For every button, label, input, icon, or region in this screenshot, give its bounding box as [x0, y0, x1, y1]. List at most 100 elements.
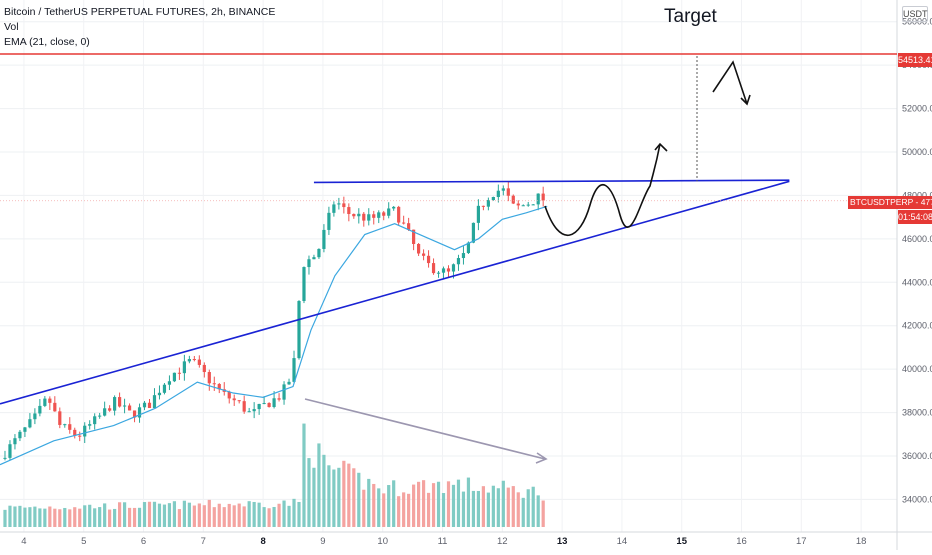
volume-bar	[307, 458, 311, 527]
x-tick-label: 18	[856, 536, 867, 547]
volume-bar	[536, 495, 540, 527]
candle-body	[162, 384, 167, 393]
candle-body	[466, 242, 471, 254]
volume-bar	[436, 481, 441, 527]
candle-body	[347, 207, 351, 215]
volume-bar	[481, 486, 485, 527]
candle-body	[451, 264, 456, 272]
volume-bar	[402, 492, 406, 527]
candle-body	[436, 272, 441, 274]
x-tick-label: 6	[141, 536, 146, 547]
volume-bar	[441, 493, 446, 527]
volume-bar	[287, 505, 291, 527]
y-tick-label: 40000.00	[902, 364, 932, 374]
volume-bar	[33, 506, 37, 527]
volume-bar	[63, 507, 67, 527]
y-tick-label: 46000.00	[902, 234, 932, 244]
volume-bar	[113, 508, 117, 527]
target-path	[712, 60, 748, 105]
target-annotation: Target	[664, 6, 717, 27]
y-tick-label: 36000.00	[902, 451, 932, 461]
price-unit-label[interactable]: USDT	[902, 6, 928, 22]
candle-body	[426, 255, 431, 264]
volume-bar	[471, 490, 476, 527]
candle-body	[93, 416, 97, 425]
candle-body	[501, 188, 505, 191]
candle-body	[113, 397, 117, 411]
volume-bar	[227, 503, 231, 527]
volume-bar	[182, 500, 186, 527]
x-tick-label: 14	[617, 536, 628, 547]
volume-bar	[426, 492, 431, 527]
candle-body	[476, 205, 480, 223]
volume-bar	[177, 509, 181, 527]
volume-bar	[257, 502, 261, 527]
volume-bar	[207, 499, 211, 527]
candle-body	[252, 409, 256, 412]
support-trendline	[0, 180, 790, 405]
volume-bar	[392, 480, 396, 527]
x-tick-label: 11	[438, 536, 448, 547]
candle-body	[8, 444, 12, 458]
candle-body	[392, 206, 396, 209]
candle-body	[357, 213, 361, 217]
volume-bar	[337, 467, 341, 527]
volume-bar	[446, 481, 451, 527]
volume-bar	[347, 463, 351, 527]
volume-bar	[302, 423, 306, 527]
candle-body	[297, 301, 301, 359]
target-price-tag: 54513.41	[898, 53, 932, 67]
countdown-tag: 01:54:08	[898, 210, 932, 224]
volume-bar	[192, 505, 196, 527]
candle-body	[28, 419, 32, 428]
candle-body	[516, 203, 520, 206]
candle-body	[38, 405, 42, 414]
volume-bar	[317, 443, 321, 527]
ema-legend: EMA (21, close, 0)	[4, 36, 90, 48]
x-tick-label: 13	[557, 536, 568, 547]
volume-bar	[93, 508, 97, 527]
projected-arrowhead	[654, 142, 668, 152]
candle-body	[237, 400, 241, 402]
candle-body	[192, 359, 196, 361]
candle-body	[267, 403, 271, 407]
chart-title: Bitcoin / TetherUS PERPETUAL FUTURES, 2h…	[4, 6, 276, 18]
volume-bar	[73, 507, 77, 527]
candle-body	[317, 248, 321, 258]
volume-bar	[272, 506, 276, 527]
volume-bar	[297, 501, 301, 527]
volume-bar	[451, 484, 456, 527]
candle-body	[83, 425, 87, 437]
candle-body	[118, 397, 122, 407]
x-tick-label: 7	[201, 536, 206, 547]
x-tick-label: 9	[320, 536, 325, 547]
candle-body	[277, 398, 281, 400]
candle-body	[232, 398, 236, 401]
candle-body	[292, 358, 296, 382]
candle-body	[461, 253, 466, 259]
candle-body	[187, 359, 191, 362]
volume-bar	[362, 489, 366, 527]
candle-body	[3, 457, 7, 459]
resistance-trendline	[313, 179, 790, 184]
volume-bar	[247, 501, 251, 527]
volume-bar	[98, 507, 102, 527]
volume-bar	[491, 485, 495, 527]
candle-body	[456, 258, 461, 265]
candle-body	[407, 223, 411, 230]
volume-bar	[28, 507, 32, 527]
ema-line	[0, 205, 548, 466]
volume-bar	[8, 505, 12, 527]
volume-bar	[108, 509, 112, 527]
x-tick-label: 5	[81, 536, 86, 547]
candle-body	[412, 229, 416, 244]
symbol-label: BTCUSDTPERP	[850, 197, 914, 207]
candle-body	[13, 438, 17, 445]
candle-body	[342, 203, 346, 208]
volume-bar	[516, 492, 520, 527]
candle-body	[387, 208, 391, 216]
symbol-price-tag: BTCUSDTPERP - 47753.89	[848, 196, 932, 209]
volume-bar	[48, 506, 52, 527]
